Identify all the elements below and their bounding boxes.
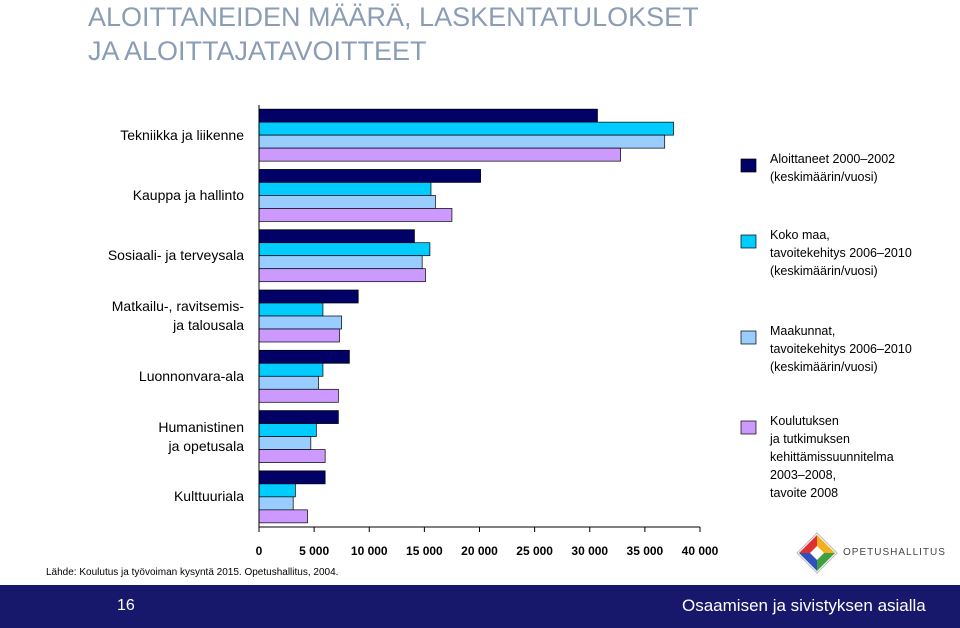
x-tick-label: 20 000 bbox=[461, 544, 498, 558]
legend-label: Koko maa, tavoitekehitys 2006–2010 (kesk… bbox=[770, 228, 912, 278]
bar bbox=[258, 410, 339, 424]
legend-label: Aloittaneet 2000–2002 (keskimäärin/vuosi… bbox=[770, 152, 896, 184]
x-tick-label: 40 000 bbox=[682, 544, 719, 558]
bar bbox=[258, 182, 432, 196]
page-number: 16 bbox=[117, 597, 135, 614]
bar bbox=[258, 229, 415, 244]
bar bbox=[258, 255, 423, 270]
category-label: Humanistinen ja opetusala bbox=[158, 418, 244, 454]
x-tick-label: 35 000 bbox=[627, 544, 664, 558]
bar bbox=[258, 449, 326, 463]
bar bbox=[258, 362, 324, 377]
x-tick-label: 0 bbox=[256, 544, 263, 558]
bar bbox=[258, 208, 453, 222]
x-tick-label: 10 000 bbox=[351, 544, 388, 558]
legend-swatch bbox=[740, 420, 757, 435]
legend-label: Koulutuksen ja tutkimuksen kehittämissuu… bbox=[770, 414, 894, 500]
legend-swatch bbox=[740, 330, 757, 345]
bar bbox=[258, 289, 359, 304]
category-label: Sosiaali- ja terveysala bbox=[107, 247, 244, 264]
bar bbox=[258, 423, 317, 437]
legend-label: Maakunnat, tavoitekehitys 2006–2010 (kes… bbox=[770, 324, 912, 374]
bar bbox=[258, 315, 343, 330]
bar bbox=[258, 195, 436, 209]
bar bbox=[258, 242, 431, 257]
bar bbox=[258, 483, 296, 498]
bar bbox=[258, 169, 481, 183]
category-label: Kulttuuriala bbox=[173, 488, 244, 505]
bar bbox=[258, 375, 319, 390]
bar bbox=[258, 470, 326, 485]
bar bbox=[258, 436, 312, 450]
bar bbox=[258, 328, 340, 343]
slogan: Osaamisen ja sivistyksen asialla bbox=[682, 596, 926, 615]
bar bbox=[258, 388, 339, 403]
bar bbox=[258, 268, 426, 283]
x-tick-label: 30 000 bbox=[571, 544, 608, 558]
bar bbox=[258, 349, 350, 364]
logo-text: OPETUSHALLITUS bbox=[843, 547, 946, 558]
bar bbox=[258, 496, 294, 511]
bar bbox=[258, 302, 324, 317]
footer-bar bbox=[0, 585, 960, 628]
x-tick-label: 25 000 bbox=[516, 544, 553, 558]
category-label: Kauppa ja hallinto bbox=[132, 186, 244, 203]
x-tick-label: 15 000 bbox=[406, 544, 443, 558]
bar bbox=[258, 147, 621, 162]
category-label: Luonnonvara-ala bbox=[138, 367, 244, 384]
category-label: Tekniikka ja liikenne bbox=[120, 126, 244, 143]
logo bbox=[796, 532, 838, 574]
bar bbox=[258, 509, 308, 524]
bar bbox=[258, 134, 666, 149]
bar bbox=[258, 108, 598, 123]
slide-title: ALOITTANEIDEN MÄÄRÄ, LASKENTATULOKSET JA… bbox=[88, 2, 699, 66]
source-note: Lähde: Koulutus ja työvoiman kysyntä 201… bbox=[46, 567, 339, 578]
x-tick-label: 5 000 bbox=[299, 544, 329, 558]
category-label: Matkailu-, ravitsemis- ja talousala bbox=[111, 298, 244, 333]
legend-swatch bbox=[740, 158, 757, 173]
bar bbox=[258, 121, 674, 136]
legend-swatch bbox=[740, 234, 757, 249]
